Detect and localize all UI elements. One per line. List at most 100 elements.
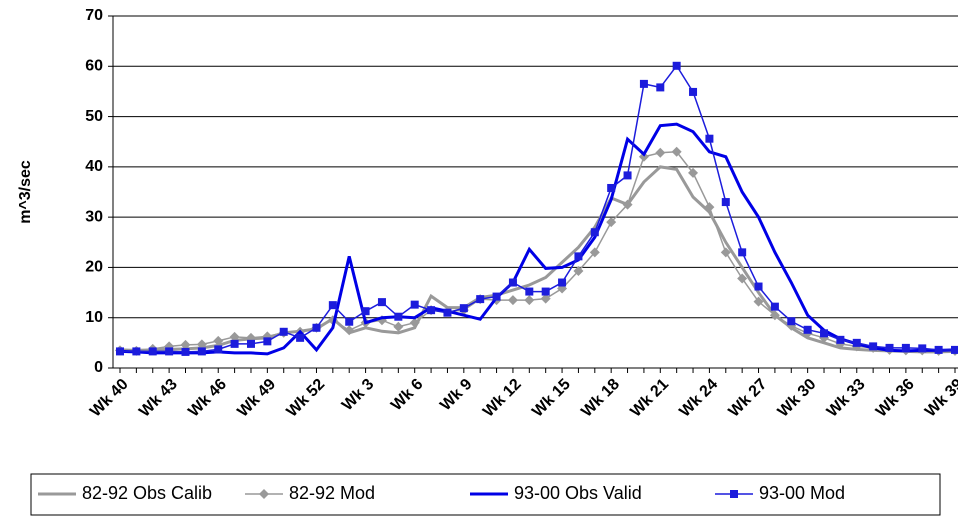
marker <box>229 331 240 342</box>
series-line <box>120 64 955 353</box>
marker <box>296 333 305 342</box>
series-line <box>119 150 955 352</box>
x-tick-label: Wk 24 <box>676 376 721 421</box>
marker <box>574 252 583 261</box>
legend-label: 82-92 Obs Calib <box>82 483 212 503</box>
marker <box>344 325 355 336</box>
y-tick-label: 50 <box>85 108 103 125</box>
marker <box>410 300 419 309</box>
marker <box>558 278 567 287</box>
marker <box>655 147 666 158</box>
marker <box>705 134 714 143</box>
marker <box>459 304 468 313</box>
legend-label: 82-92 Mod <box>289 483 375 503</box>
marker <box>230 339 239 348</box>
marker <box>197 347 206 356</box>
marker <box>180 339 191 350</box>
marker <box>181 347 190 356</box>
marker <box>361 307 370 316</box>
marker <box>754 282 763 291</box>
y-tick-label: 10 <box>85 309 103 326</box>
marker <box>476 295 485 304</box>
marker <box>328 301 337 310</box>
marker <box>638 151 649 162</box>
legend-label: 93-00 Obs Valid <box>514 483 642 503</box>
marker <box>541 287 550 296</box>
x-tick-label: Wk 36 <box>873 376 918 421</box>
marker <box>312 323 321 332</box>
marker <box>901 343 910 352</box>
y-tick-label: 20 <box>85 259 103 276</box>
y-tick-label: 70 <box>85 7 103 24</box>
marker <box>934 345 943 354</box>
x-tick-label: Wk 33 <box>824 376 869 421</box>
y-tick-label: 30 <box>85 208 103 225</box>
marker <box>377 298 386 307</box>
marker <box>951 345 958 354</box>
marker <box>623 171 632 180</box>
series-line <box>119 165 956 354</box>
marker <box>508 278 517 287</box>
x-tick-label: Wk 3 <box>339 376 378 415</box>
marker <box>671 146 682 157</box>
marker <box>214 345 223 354</box>
marker <box>443 308 452 317</box>
marker <box>427 306 436 315</box>
x-tick-label: Wk 15 <box>529 376 574 421</box>
legend-label: 93-00 Mod <box>759 483 845 503</box>
marker <box>165 347 174 356</box>
y-tick-label: 40 <box>85 158 103 175</box>
marker <box>393 321 404 332</box>
x-tick-label: Wk 39 <box>922 376 958 421</box>
marker <box>820 329 829 338</box>
y-axis-title: m^3/sec <box>17 160 34 224</box>
marker <box>803 325 812 334</box>
marker <box>590 228 599 237</box>
marker <box>409 317 420 328</box>
marker <box>639 79 648 88</box>
marker <box>589 247 600 258</box>
marker <box>263 337 272 346</box>
marker <box>606 217 617 228</box>
legend-marker <box>259 489 269 499</box>
marker <box>573 265 584 276</box>
marker <box>345 317 354 326</box>
marker <box>507 295 518 306</box>
y-tick-label: 0 <box>94 359 103 376</box>
marker <box>524 295 535 306</box>
marker <box>689 87 698 96</box>
x-tick-label: Wk 21 <box>627 376 672 421</box>
legend-marker <box>730 490 738 498</box>
marker <box>607 183 616 192</box>
marker <box>721 198 730 207</box>
marker <box>394 312 403 321</box>
marker <box>836 335 845 344</box>
marker <box>704 202 715 213</box>
marker <box>213 335 224 346</box>
marker <box>672 61 681 70</box>
marker <box>720 247 731 258</box>
x-tick-label: Wk 30 <box>775 376 820 421</box>
y-tick-label: 60 <box>85 58 103 75</box>
marker <box>852 338 861 347</box>
x-tick-label: Wk 40 <box>87 376 132 421</box>
marker <box>132 347 141 356</box>
x-tick-label: Wk 49 <box>234 376 279 421</box>
x-tick-label: Wk 6 <box>388 376 427 415</box>
marker <box>737 273 748 284</box>
marker <box>869 342 878 351</box>
marker <box>148 347 157 356</box>
marker <box>770 302 779 311</box>
x-tick-label: Wk 27 <box>726 376 771 421</box>
marker <box>738 248 747 257</box>
series-line <box>119 122 956 356</box>
marker <box>116 347 124 356</box>
x-tick-label: Wk 46 <box>185 376 230 421</box>
marker <box>279 327 288 336</box>
marker <box>753 296 764 307</box>
marker <box>918 344 927 353</box>
marker <box>540 293 551 304</box>
marker <box>656 83 665 92</box>
marker <box>622 199 633 210</box>
